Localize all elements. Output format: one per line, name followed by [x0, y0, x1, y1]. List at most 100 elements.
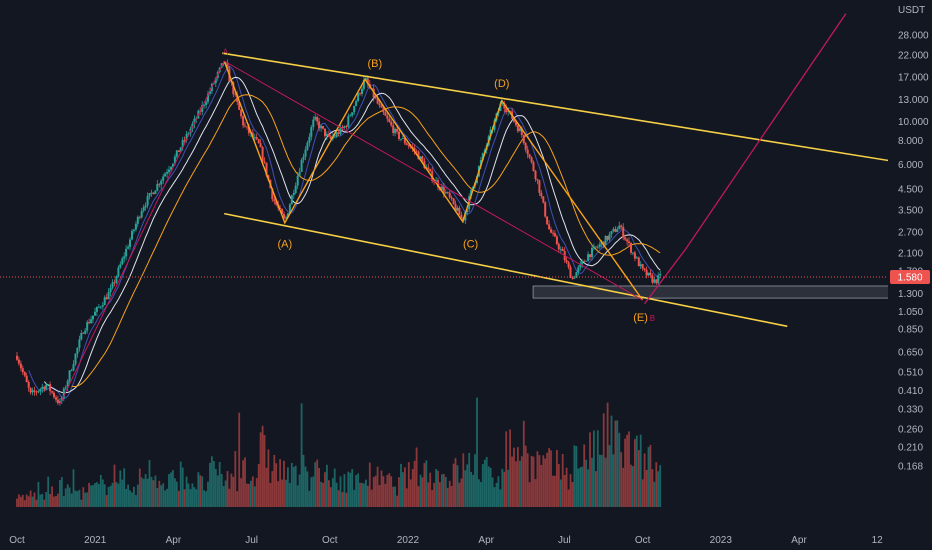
- volume-bar: [187, 483, 190, 507]
- volume-bar: [197, 472, 200, 507]
- volume-bar: [559, 479, 562, 507]
- volume-bar: [213, 461, 215, 507]
- volume-bar: [454, 458, 457, 507]
- candle-body: [80, 333, 83, 340]
- volume-bar: [622, 467, 625, 507]
- volume-bar: [152, 480, 155, 507]
- volume-bar: [655, 462, 658, 507]
- volume-bar: [131, 492, 133, 507]
- candle-body: [29, 387, 32, 393]
- drawing-tools[interactable]: (A) (B) (C) (D) (E) A B: [59, 13, 905, 405]
- wave-guide-line[interactable]: [223, 60, 643, 301]
- volume-bar: [80, 499, 83, 507]
- volume-bar: [643, 453, 646, 507]
- volume-bar: [234, 451, 237, 507]
- volume-bar: [513, 447, 515, 507]
- volume-bar: [365, 479, 367, 507]
- candle-body: [271, 188, 274, 200]
- support-zone[interactable]: [532, 285, 896, 299]
- candle-body: [136, 216, 139, 224]
- candle-body: [659, 273, 662, 276]
- volume-bar: [530, 455, 533, 507]
- volume-bar: [361, 482, 363, 507]
- candle-body: [481, 153, 484, 160]
- volume-bar: [413, 460, 416, 507]
- volume-bar: [99, 475, 102, 507]
- volume-bar: [585, 459, 587, 507]
- volume-bar: [476, 397, 478, 507]
- volume-bar: [290, 462, 293, 507]
- channel-line-lower[interactable]: [224, 212, 788, 328]
- impulse-guide-line[interactable]: [59, 60, 225, 405]
- candle-body: [296, 175, 299, 186]
- candle-body: [421, 156, 424, 161]
- volume-bar: [626, 434, 628, 507]
- volume-bar: [466, 464, 469, 507]
- candle-body: [345, 126, 348, 127]
- candle-body: [246, 126, 248, 128]
- candle-body: [111, 282, 114, 288]
- volume-bar: [209, 462, 211, 507]
- x-tick-label: Oct: [9, 535, 25, 546]
- volume-bar: [41, 493, 44, 507]
- candle-body: [51, 391, 54, 393]
- volume-bar: [632, 466, 634, 507]
- candle-body: [429, 169, 432, 172]
- volume-bar: [148, 460, 151, 507]
- volume-bar: [160, 485, 163, 507]
- volume-bar: [226, 471, 229, 507]
- volume-bar: [142, 478, 145, 507]
- y-tick-label: 0.260: [898, 425, 923, 436]
- candle-body: [84, 330, 87, 334]
- volume-bar: [33, 492, 36, 507]
- time-axis[interactable]: Oct 2021 Apr Jul Oct 2022 Apr Jul Oct 2023 Apr 12: [9, 535, 883, 546]
- volume-bar: [528, 482, 531, 507]
- candle-body: [536, 179, 539, 181]
- candle-body: [390, 121, 393, 126]
- candle-body: [470, 190, 473, 197]
- elliott-wave-path[interactable]: [223, 60, 644, 301]
- candle-body: [247, 126, 250, 134]
- candle-body: [579, 263, 582, 268]
- volume-bar: [573, 445, 576, 507]
- price-axis[interactable]: 28.000 22.000 17.000 13.000 10.000 8.000 6.000…: [898, 30, 929, 472]
- volume-bar: [222, 486, 225, 507]
- volume-bar: [464, 470, 467, 507]
- volume-bar: [316, 459, 319, 507]
- candle-body: [92, 315, 94, 320]
- volume-bar: [536, 451, 539, 507]
- x-tick-label: 2021: [84, 535, 107, 546]
- candle-body: [503, 103, 506, 109]
- volume-bar: [380, 470, 383, 507]
- volume-bar: [647, 447, 650, 507]
- candle-body: [117, 267, 120, 277]
- volume-bar: [487, 466, 490, 507]
- candle-body: [456, 207, 459, 211]
- candle-body: [405, 143, 408, 145]
- projection-path[interactable]: [644, 13, 847, 305]
- candle-body: [561, 249, 564, 252]
- volume-bar: [639, 434, 642, 507]
- volume-bar: [146, 478, 149, 507]
- channel-line-upper[interactable]: [222, 52, 905, 164]
- candle-body: [94, 311, 96, 316]
- candle-body: [312, 119, 315, 128]
- volume-bar: [168, 474, 170, 507]
- volume-bar: [579, 467, 582, 507]
- candle-body: [610, 231, 613, 235]
- candle-body: [76, 347, 79, 354]
- volume-bar: [177, 490, 180, 507]
- volume-bar: [251, 476, 254, 507]
- y-tick-label: 13.000: [898, 95, 929, 106]
- candle-body: [518, 128, 521, 132]
- volume-bar: [577, 468, 580, 507]
- candle-body: [55, 397, 57, 400]
- candle-body: [643, 268, 646, 270]
- volume-bar: [273, 454, 276, 507]
- volume-bar: [111, 482, 114, 507]
- candle-body: [380, 105, 383, 108]
- candle-body: [403, 138, 406, 144]
- candle-body: [565, 260, 568, 263]
- candle-body: [310, 127, 313, 137]
